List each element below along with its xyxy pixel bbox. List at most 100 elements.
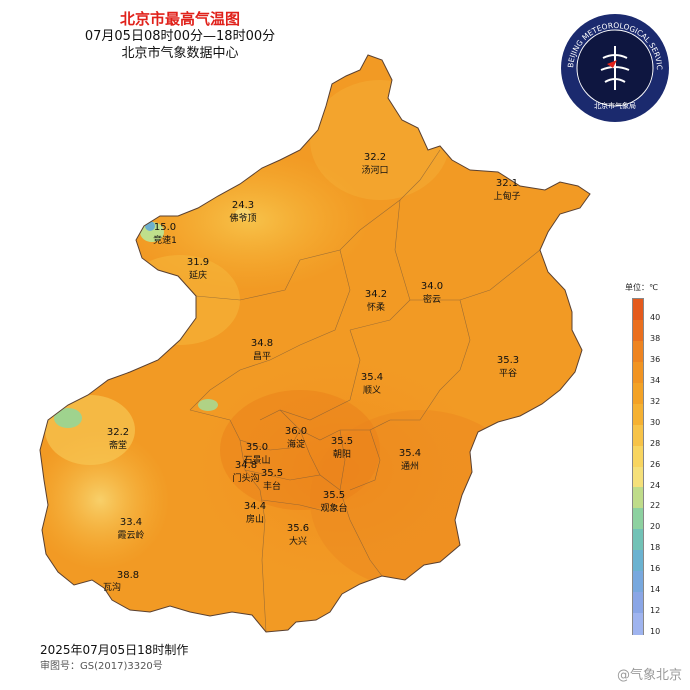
station-name: 怀柔: [367, 301, 385, 313]
station-label: 35.5丰台: [261, 468, 283, 492]
station-temperature: 24.3: [232, 200, 254, 211]
station-temperature: 32.2: [107, 427, 129, 438]
boundary-line: [369, 299, 471, 431]
legend-swatch: [633, 529, 643, 551]
meteorological-service-logo: BEIJING METEOROLOGICAL SERVICE 北京市气象局: [555, 8, 669, 122]
legend-swatch: [633, 403, 643, 426]
station-name: 平谷: [499, 368, 517, 379]
station-temperature: 38.8: [117, 570, 139, 581]
station-name: 竞速1: [153, 234, 177, 246]
station-temperature: 35.3: [497, 355, 519, 366]
station-label: 34.2怀柔: [365, 289, 387, 313]
boundary-line: [279, 409, 370, 441]
station-temperature: 34.8: [251, 338, 273, 349]
station-name: 大兴: [289, 535, 307, 547]
legend-swatch: [633, 571, 643, 593]
legend-swatch: [633, 487, 643, 509]
cool-zone-north: [310, 80, 450, 200]
legend-tick-label: 28: [650, 438, 661, 448]
station-temperature: 34.0: [421, 281, 443, 292]
station-label: 34.4房山: [244, 501, 266, 525]
station-name: 上甸子: [493, 190, 520, 202]
cold-spot-mentougou: [198, 399, 218, 411]
logo-emblem-icon: [600, 46, 630, 90]
legend-tick-label: 36: [650, 354, 661, 364]
station-label: 31.9延庆: [187, 257, 209, 281]
station-name: 延庆: [189, 269, 207, 281]
station-temperature: 35.5: [331, 436, 353, 447]
station-name: 丰台: [263, 480, 281, 492]
station-temperature: 35.4: [361, 372, 383, 383]
boundary-line: [261, 499, 345, 511]
boundary-line: [349, 429, 381, 491]
legend-tick-label: 24: [650, 480, 661, 490]
station-name: 房山: [246, 513, 264, 525]
station-label: 34.0密云: [421, 281, 443, 305]
station-labels: 32.2汤河口32.1上甸子24.3佛爷顶15.0竞速131.9延庆34.2怀柔…: [103, 152, 521, 593]
station-name: 朝阳: [333, 449, 351, 460]
station-name: 昌平: [253, 351, 271, 362]
legend-tick-label: 32: [650, 396, 661, 406]
legend-tick-label: 16: [650, 564, 661, 574]
hot-zone-urban: [220, 390, 380, 510]
legend-swatch: [633, 508, 643, 530]
station-name: 斋堂: [109, 439, 127, 451]
legend-tick-label: 20: [650, 522, 661, 532]
legend-swatch: [633, 550, 643, 572]
legend-swatch: [633, 466, 643, 488]
time-range: 07月05日08时00分—18时00分: [84, 29, 276, 44]
boundary-line: [410, 249, 541, 301]
station-name: 汤河口: [361, 164, 388, 176]
station-temperature: 35.0: [246, 442, 268, 453]
legend-tick-label: 14: [650, 585, 661, 595]
station-name: 石景山: [243, 455, 270, 466]
legend-swatch: [633, 613, 643, 635]
station-temperature: 34.8: [235, 460, 257, 471]
boundary-line: [339, 429, 346, 491]
legend-tick-label: 34: [650, 375, 661, 385]
legend-color-bar: [632, 298, 644, 635]
station-temperature: 35.5: [261, 468, 283, 479]
station-name: 佛爷顶: [229, 212, 256, 224]
station-temperature: 31.9: [187, 257, 209, 268]
station-temperature: 32.2: [364, 152, 386, 163]
station-temperature: 33.4: [120, 517, 142, 528]
station-name: 观象台: [320, 502, 347, 514]
legend-swatch: [633, 340, 643, 363]
data-source: 北京市气象数据中心: [121, 46, 239, 61]
legend-tick-label: 30: [650, 417, 661, 427]
station-label: 34.8 昌平: [251, 338, 273, 362]
legend-swatch: [633, 445, 643, 467]
station-label: 38.8: [117, 570, 139, 581]
station-label: 35.3 平谷: [497, 355, 519, 379]
boundary-line: [189, 409, 267, 633]
station-name: 通州: [401, 461, 419, 472]
station-temperature: 34.4: [244, 501, 266, 512]
station-label: 35.0 石景山: [243, 442, 270, 466]
station-label: 瓦沟: [103, 581, 121, 593]
weibo-watermark: @气象北京: [616, 668, 682, 683]
station-label: 35.4 通州: [399, 448, 421, 472]
cold-spot-foyeding: [235, 208, 251, 220]
boundary-line: [299, 429, 321, 476]
map-review-number: 审图号：GS(2017)3320号: [40, 661, 163, 672]
legend-tick-label: 40: [650, 313, 661, 322]
station-temperature: 32.1: [496, 178, 518, 189]
station-name: 密云: [423, 293, 441, 305]
legend-tick-label: 38: [650, 333, 661, 343]
legend-swatch: [633, 319, 643, 342]
station-name: 霞云岭: [117, 529, 144, 541]
boundary-line: [239, 429, 301, 451]
legend-swatch: [633, 299, 643, 321]
station-name: 海淀: [287, 438, 305, 450]
legend-tick-label: 18: [650, 543, 661, 553]
legend-swatch: [633, 424, 643, 447]
station-label: 32.2斋堂: [107, 427, 129, 451]
station-label: 35.5 朝阳: [331, 436, 353, 460]
legend-swatch: [633, 382, 643, 405]
station-temperature: 34.2: [365, 289, 387, 300]
